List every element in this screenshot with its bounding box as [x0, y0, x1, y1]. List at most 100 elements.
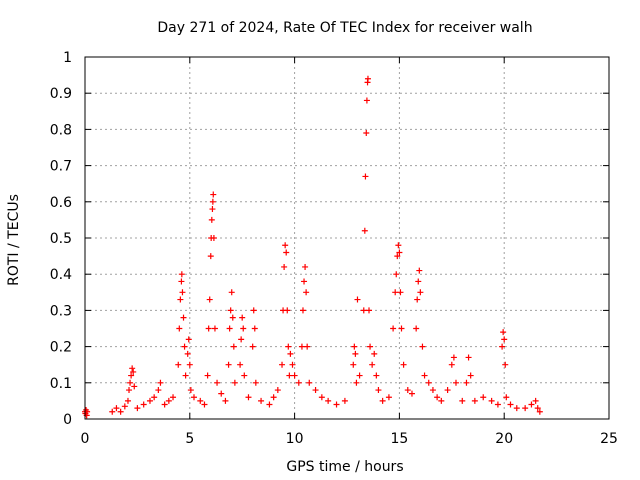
data-point [363, 130, 370, 137]
data-point [536, 408, 543, 415]
data-point [306, 379, 313, 386]
data-point [283, 249, 290, 256]
data-point [361, 227, 368, 234]
data-point [396, 249, 403, 256]
data-point [379, 397, 386, 404]
data-point [501, 336, 508, 343]
data-point [301, 278, 308, 285]
data-point [258, 397, 265, 404]
data-point [225, 361, 232, 368]
data-point [151, 394, 158, 401]
data-point [341, 397, 348, 404]
x-tick-label: 10 [286, 431, 304, 447]
y-tick-label: 1 [63, 50, 72, 66]
data-point [304, 343, 311, 350]
data-point [408, 390, 415, 397]
data-point [251, 325, 258, 332]
data-point [209, 198, 216, 205]
data-point [362, 173, 369, 180]
x-tick-labels: 0 5 10 15 20 25 [81, 431, 618, 447]
data-point [353, 379, 360, 386]
data-point [385, 394, 392, 401]
data-point [371, 350, 378, 357]
data-point [177, 296, 184, 303]
data-point [127, 379, 134, 386]
data-point [421, 372, 428, 379]
data-point [513, 405, 520, 412]
data-point [488, 397, 495, 404]
data-point [363, 97, 370, 104]
data-point [240, 325, 247, 332]
data-point [415, 278, 422, 285]
data-point [180, 314, 187, 321]
data-point [282, 242, 289, 249]
data-point [185, 336, 192, 343]
data-point [366, 307, 373, 314]
data-point [354, 296, 361, 303]
x-tick-label: 15 [390, 431, 408, 447]
data-point [465, 354, 472, 361]
data-point [503, 394, 510, 401]
data-point [146, 397, 153, 404]
data-point [392, 289, 399, 296]
data-point [390, 325, 397, 332]
data-point [266, 401, 273, 408]
y-tick-label: 0.8 [50, 122, 72, 138]
data-point [214, 379, 221, 386]
data-point [170, 394, 177, 401]
y-tick-label: 0.9 [50, 86, 72, 102]
data-point [480, 394, 487, 401]
data-point [124, 397, 131, 404]
data-point [252, 379, 259, 386]
data-point [394, 253, 401, 260]
data-point [522, 405, 529, 412]
y-tick-labels: 0 0.1 0.2 0.3 0.4 0.5 0.6 0.7 0.8 0.9 1 [50, 50, 72, 428]
data-point [178, 278, 185, 285]
data-point [175, 361, 182, 368]
data-point [404, 387, 411, 394]
data-point [211, 325, 218, 332]
data-point [285, 343, 292, 350]
data-point [438, 397, 445, 404]
data-point [206, 296, 213, 303]
data-point [186, 361, 193, 368]
x-tick-label: 0 [81, 431, 90, 447]
data-point [210, 235, 217, 241]
data-point [155, 387, 162, 394]
data-point [205, 325, 212, 332]
data-point [270, 394, 277, 401]
data-point [532, 397, 539, 404]
data-point [287, 350, 294, 357]
data-point [299, 307, 306, 314]
x-tick-label: 20 [495, 431, 513, 447]
y-tick-label: 0.2 [50, 340, 72, 356]
data-point [417, 289, 424, 296]
data-point [414, 296, 421, 303]
data-point [448, 361, 455, 368]
data-point [500, 329, 507, 336]
data-point [352, 350, 359, 357]
y-tick-label: 0.5 [50, 231, 72, 247]
data-point [245, 394, 252, 401]
data-point [179, 289, 186, 296]
data-point [113, 405, 120, 412]
data-point [312, 387, 319, 394]
x-tick-label: 5 [185, 431, 194, 447]
data-points [82, 75, 543, 419]
data-point [444, 387, 451, 394]
data-point [140, 401, 147, 408]
data-point [249, 343, 256, 350]
data-point [467, 372, 474, 379]
data-point [413, 325, 420, 332]
data-point [231, 379, 238, 386]
y-tick-label: 0.6 [50, 195, 72, 211]
data-point [208, 216, 215, 223]
data-point [218, 390, 225, 397]
axis-ticks [84, 56, 610, 420]
data-point [373, 372, 380, 379]
data-point [237, 361, 244, 368]
data-point [134, 405, 141, 412]
data-point [109, 408, 116, 415]
data-point [250, 307, 257, 314]
data-point [178, 271, 185, 278]
